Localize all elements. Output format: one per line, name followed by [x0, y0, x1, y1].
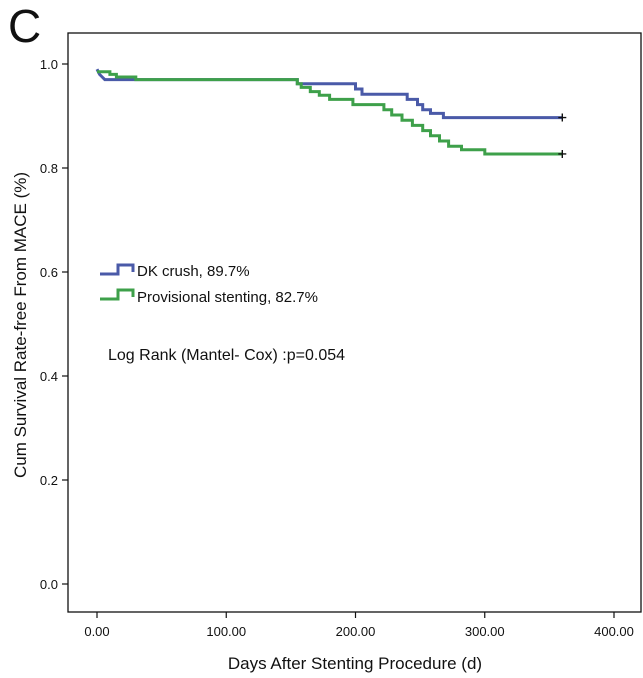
legend: DK crush, 89.7% Provisional stenting, 82… — [100, 263, 318, 306]
censor-mark-provisional-stenting — [558, 149, 567, 158]
y-tick-label: 0.8 — [40, 161, 58, 176]
x-axis-ticks: 0.00 100.00 200.00 300.00 400.00 — [84, 612, 634, 639]
legend-label-dk-crush: DK crush, 89.7% — [137, 263, 250, 280]
legend-swatch-provisional-stenting — [100, 288, 135, 301]
plot-frame — [67, 32, 642, 613]
series-lines — [95, 68, 567, 158]
x-tick-label: 100.00 — [206, 624, 246, 639]
legend-label-provisional-stenting: Provisional stenting, 82.7% — [137, 289, 318, 306]
series-line-provisional-stenting — [97, 70, 563, 156]
y-tick-label: 0.2 — [40, 473, 58, 488]
x-tick-label: 400.00 — [594, 624, 634, 639]
panel-label: C — [8, 0, 42, 52]
y-axis-ticks: 0.0 0.2 0.4 0.6 0.8 1.0 — [40, 57, 68, 592]
censor-mark-dk-crush — [558, 113, 567, 122]
y-tick-label: 1.0 — [40, 57, 58, 72]
x-tick-label: 0.00 — [84, 624, 109, 639]
y-axis-title: Cum Survival Rate-free From MACE (%) — [11, 172, 30, 478]
y-tick-label: 0.4 — [40, 369, 58, 384]
y-tick-label: 0.0 — [40, 577, 58, 592]
legend-swatch-dk-crush — [100, 263, 135, 276]
y-tick-label: 0.6 — [40, 265, 58, 280]
x-axis-title: Days After Stenting Procedure (d) — [228, 654, 482, 673]
x-tick-label: 200.00 — [336, 624, 376, 639]
x-tick-label: 300.00 — [465, 624, 505, 639]
series-line-dk-crush — [95, 68, 563, 120]
axes — [67, 32, 642, 613]
log-rank-annotation: Log Rank (Mantel- Cox) :p=0.054 — [108, 347, 345, 364]
